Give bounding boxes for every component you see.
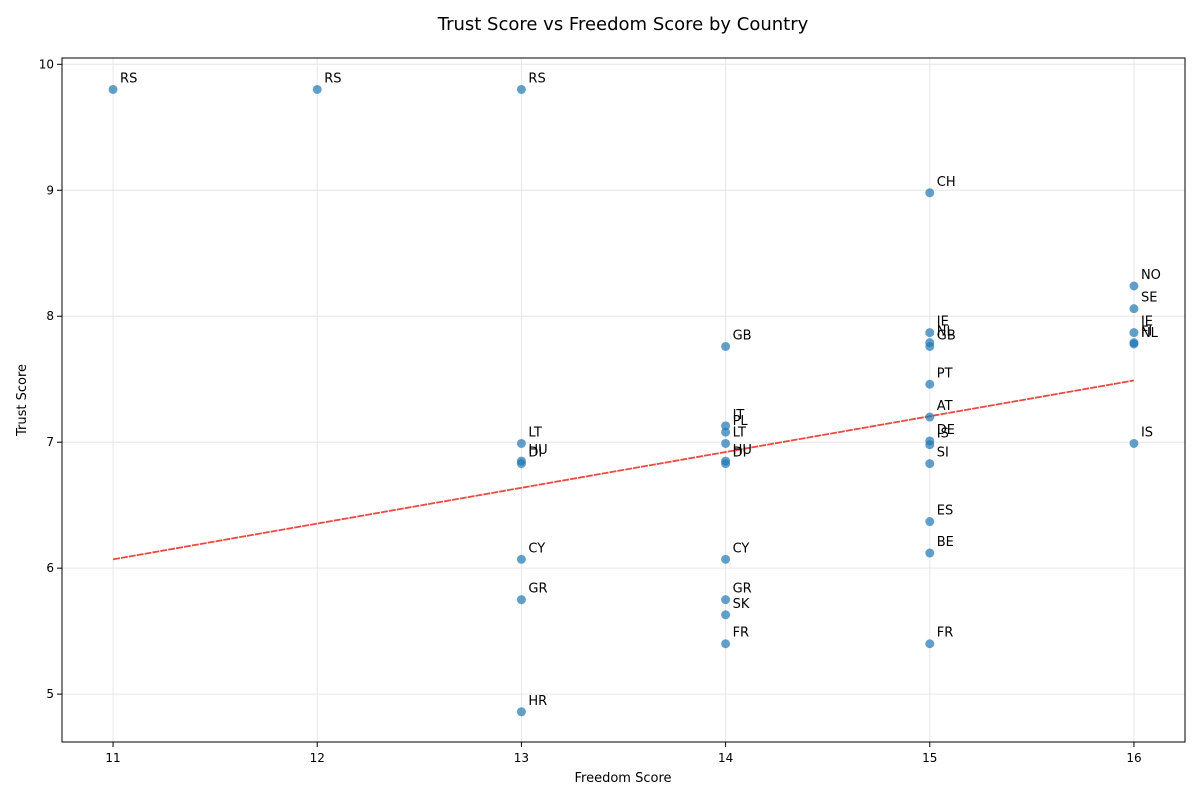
point-label: NL — [937, 325, 955, 340]
data-point — [721, 427, 731, 437]
x-tick-label: 13 — [514, 751, 529, 765]
point-label: RS — [528, 71, 545, 86]
data-point — [925, 459, 935, 469]
x-tick-label: 15 — [922, 751, 937, 765]
y-tick-label: 5 — [46, 687, 54, 701]
data-point — [925, 328, 935, 338]
x-axis-ticks: 11 12 13 14 15 16 — [105, 742, 1142, 765]
data-point — [925, 412, 935, 422]
y-tick-label: 8 — [46, 309, 54, 323]
data-point — [1129, 304, 1139, 314]
point-label: IE — [937, 315, 949, 330]
point-label: HR — [528, 694, 547, 709]
x-tick-label: 14 — [718, 751, 733, 765]
point-label: GR — [528, 582, 547, 597]
data-point — [925, 188, 935, 198]
plot-frame — [61, 57, 1186, 743]
point-label: CY — [733, 541, 750, 556]
point-label: LT — [733, 425, 746, 440]
data-point — [721, 438, 731, 448]
point-label: SE — [1141, 291, 1157, 306]
y-tick-label: 9 — [46, 183, 54, 197]
trend-line — [112, 379, 1135, 561]
point-label: IT — [733, 408, 745, 423]
point-label: LT — [528, 425, 541, 440]
x-axis-label: Freedom Score — [575, 771, 672, 786]
point-label: HU — [528, 443, 547, 458]
data-point — [516, 438, 526, 448]
data-point — [516, 554, 526, 564]
point-label: SK — [733, 597, 750, 612]
data-point — [925, 548, 935, 558]
y-tick-label: 10 — [39, 57, 54, 71]
point-label: SI — [937, 446, 949, 461]
data-point — [516, 84, 526, 94]
y-tick-label: 6 — [46, 561, 54, 575]
data-point — [721, 639, 731, 649]
data-point — [721, 595, 731, 605]
trend-line-group — [112, 379, 1135, 561]
point-label: AT — [937, 399, 953, 414]
point-label: DI — [528, 446, 542, 461]
point-label: PT — [937, 366, 953, 381]
point-label: FR — [733, 626, 750, 641]
point-label: DE — [937, 423, 955, 438]
data-point — [1129, 281, 1139, 291]
data-point — [721, 610, 731, 620]
point-label: IS — [937, 427, 949, 442]
data-point — [721, 421, 731, 431]
data-point — [1129, 328, 1139, 338]
data-point — [1129, 438, 1139, 448]
grid-lines — [62, 58, 1185, 742]
data-point — [721, 459, 731, 469]
point-label: GB — [937, 328, 956, 343]
data-point — [925, 517, 935, 527]
point-label: ES — [937, 504, 953, 519]
point-label: HU — [733, 443, 752, 458]
point-label: RS — [120, 71, 137, 86]
chart-title: Trust Score vs Freedom Score by Country — [437, 14, 809, 35]
point-label: NL — [1141, 326, 1159, 341]
data-point — [516, 459, 526, 469]
data-point — [925, 341, 935, 351]
y-axis-label: Trust Score — [15, 364, 30, 437]
point-label: CY — [528, 541, 545, 556]
data-points — [108, 84, 1139, 717]
point-label: NO — [1141, 268, 1161, 283]
point-label: DI — [733, 446, 747, 461]
data-point — [925, 639, 935, 649]
data-point — [108, 84, 118, 94]
x-tick-label: 11 — [105, 751, 120, 765]
point-label: IE — [1141, 315, 1153, 330]
point-label: FI — [1141, 325, 1152, 340]
point-label: BE — [937, 535, 954, 550]
point-label: IS — [1141, 425, 1153, 440]
data-point — [312, 84, 322, 94]
data-point — [516, 595, 526, 605]
y-axis-ticks: 5 6 7 8 9 10 — [39, 57, 62, 701]
point-label: PL — [733, 414, 749, 429]
point-label: GR — [733, 582, 752, 597]
x-tick-label: 12 — [310, 751, 325, 765]
data-point — [721, 554, 731, 564]
y-tick-label: 7 — [46, 435, 54, 449]
data-point — [516, 707, 526, 717]
data-point — [925, 379, 935, 389]
point-label: GB — [733, 328, 752, 343]
data-point — [925, 440, 935, 450]
x-tick-label: 16 — [1126, 751, 1141, 765]
point-labels: RS RS RSLTHUDICYGRHRGBITPLLTHUDICYGRSKFRCH… — [120, 71, 1161, 708]
point-label: RS — [324, 71, 341, 86]
point-label: CH — [937, 175, 956, 190]
data-point — [1129, 339, 1139, 349]
data-point — [721, 341, 731, 351]
point-label: FR — [937, 626, 954, 641]
